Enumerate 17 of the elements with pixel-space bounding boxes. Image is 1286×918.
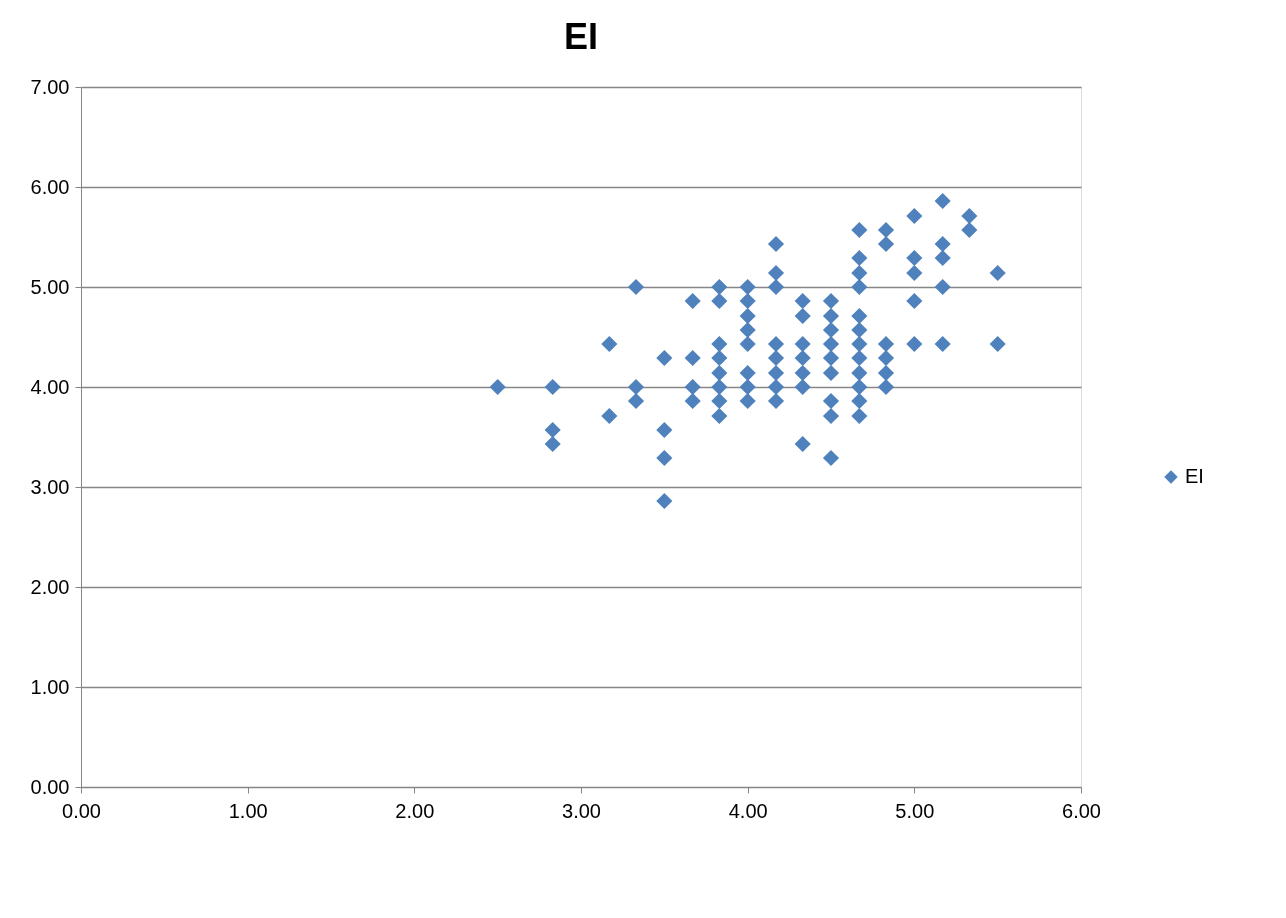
x-tick-label: 3.00 — [562, 799, 601, 822]
y-tick-label: 6.00 — [30, 175, 70, 198]
y-tick-label: 5.00 — [30, 275, 70, 298]
x-tick-label: 4.00 — [728, 799, 768, 822]
y-tick-label: 3.00 — [30, 475, 70, 498]
x-tick-label: 5.00 — [895, 799, 935, 822]
y-tick-label: 4.00 — [30, 375, 70, 398]
x-tick-label: 6.00 — [1062, 799, 1101, 822]
y-tick-label: 1.00 — [30, 675, 70, 698]
chart-title: EI — [563, 16, 599, 57]
legend-label: EI — [1185, 465, 1204, 487]
y-tick-label: 0.00 — [30, 775, 70, 798]
x-tick-label: 1.00 — [228, 799, 268, 822]
x-tick-label: 2.00 — [395, 799, 435, 822]
x-tick-label: 0.00 — [62, 799, 101, 822]
y-tick-label: 2.00 — [30, 575, 70, 598]
y-tick-label: 7.00 — [30, 75, 70, 98]
